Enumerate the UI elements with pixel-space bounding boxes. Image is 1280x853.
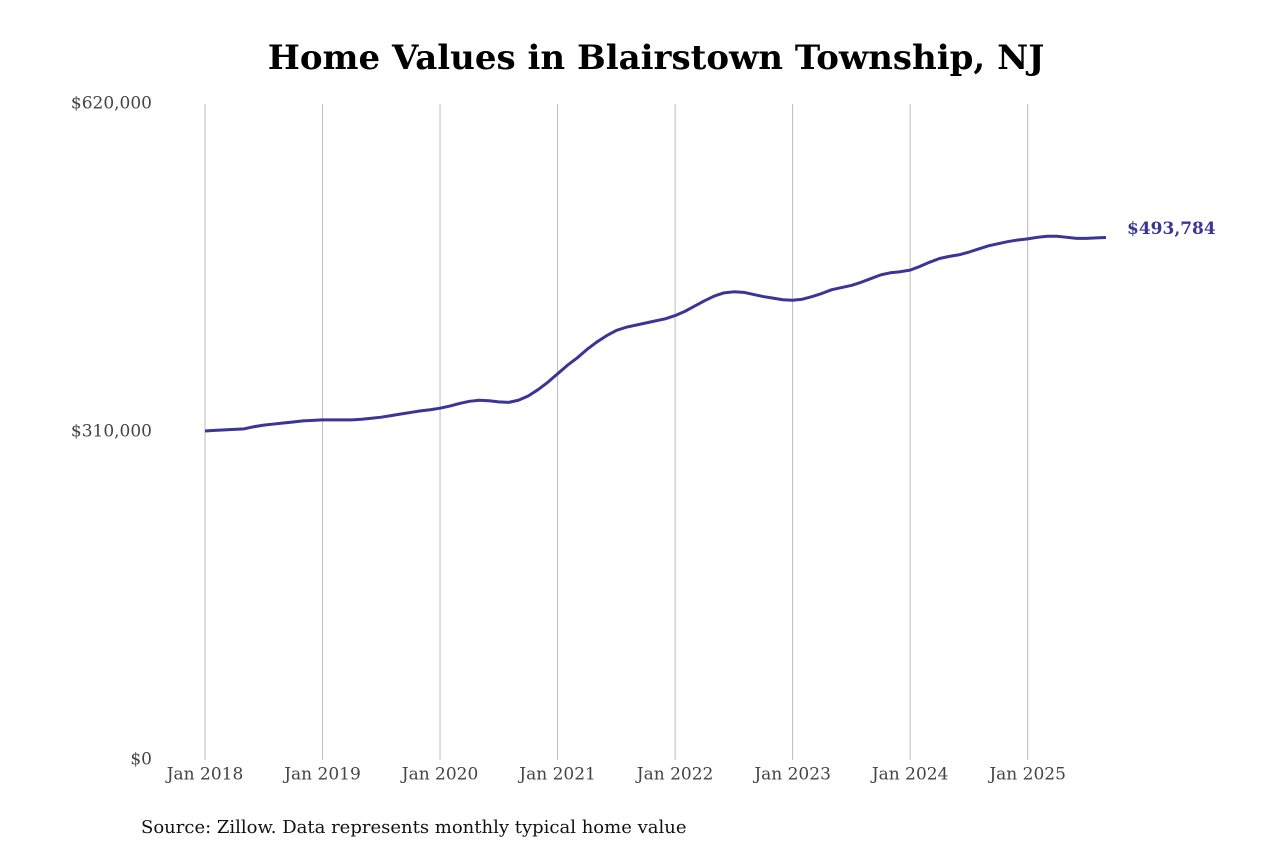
x-tick-label: Jan 2020 — [400, 765, 479, 785]
end-label: $493,784 — [1127, 219, 1216, 239]
x-tick-label: Jan 2025 — [987, 765, 1066, 785]
x-tick-label: Jan 2021 — [517, 765, 596, 785]
y-tick-label: $310,000 — [71, 422, 152, 442]
x-tick-label: Jan 2022 — [635, 765, 714, 785]
y-tick-label: $620,000 — [71, 94, 152, 114]
x-tick-label: Jan 2024 — [870, 765, 949, 785]
y-tick-label: $0 — [130, 750, 152, 770]
source-note: Source: Zillow. Data represents monthly … — [141, 817, 687, 838]
x-tick-label: Jan 2023 — [752, 765, 831, 785]
x-tick-label: Jan 2019 — [282, 765, 361, 785]
line — [204, 234, 1107, 433]
chart-title: Home Values in Blairstown Township, NJ — [268, 38, 1045, 78]
x-tick-label: Jan 2018 — [165, 765, 244, 785]
